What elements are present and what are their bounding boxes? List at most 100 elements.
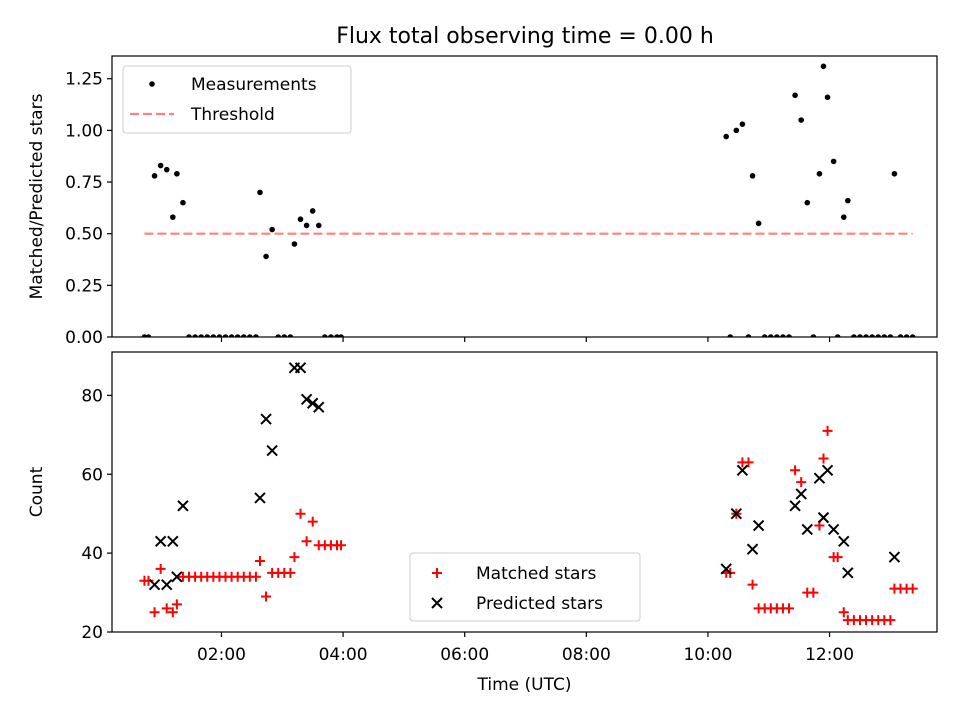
- measurement-point: [186, 334, 192, 337]
- measurement-point: [845, 197, 851, 204]
- measurement-point: [820, 63, 827, 70]
- matched-star-point: [907, 583, 918, 594]
- measurement-point: [840, 214, 847, 220]
- matched-star-point: [822, 425, 833, 436]
- matched-star-point: [784, 603, 795, 614]
- legend-box: [122, 65, 352, 134]
- predicted-star-point: [154, 535, 167, 548]
- predicted-star-point: [171, 571, 183, 583]
- measurement-point: [145, 334, 152, 337]
- predicted-star-point: [720, 563, 732, 575]
- y-tick-label: 1.00: [65, 121, 103, 141]
- measurement-point: [291, 241, 298, 247]
- measurement-point: [863, 334, 869, 337]
- y-tick-label: 60: [81, 465, 103, 485]
- x-tick-label: 06:00: [440, 645, 489, 665]
- matched-star-point: [161, 603, 172, 614]
- predicted-star-point: [260, 413, 272, 425]
- predicted-star-point: [838, 535, 850, 548]
- x-tick-label: 10:00: [683, 645, 732, 665]
- measurement-point: [174, 170, 180, 177]
- predicted-star-point: [746, 543, 759, 555]
- legend-top: Measurements Threshold: [122, 65, 352, 134]
- predicted-star-point: [821, 464, 834, 477]
- measurement-point: [263, 253, 269, 260]
- matched-star-point: [167, 607, 178, 618]
- legend-threshold-label: Threshold: [190, 105, 275, 125]
- matched-star-point: [289, 552, 300, 563]
- predicted-star-point: [266, 444, 278, 457]
- matched-star-point: [254, 556, 265, 567]
- measurement-point: [216, 334, 223, 337]
- x-tick-label: 12:00: [805, 645, 854, 665]
- matched-star-point: [301, 536, 312, 547]
- measurement-point: [204, 334, 211, 337]
- measurement-point: [745, 334, 752, 337]
- measurement-point: [157, 162, 164, 169]
- y-tick-label: 0.25: [65, 276, 103, 296]
- predicted-star-point: [730, 507, 743, 520]
- matched-star-point: [295, 508, 306, 519]
- measurement-point: [281, 334, 288, 337]
- measurement-point: [180, 199, 186, 206]
- measurement-point: [897, 334, 904, 337]
- predicted-star-point: [313, 401, 325, 413]
- measurement-point: [733, 127, 740, 134]
- matched-star-point: [796, 477, 807, 488]
- legend-measurements-marker: [149, 81, 155, 87]
- legend-matched-label: Matched stars: [476, 564, 596, 584]
- legend-matched-marker: [432, 568, 442, 578]
- measurement-point: [275, 334, 282, 337]
- measurement-point: [222, 334, 229, 337]
- measurement-point: [253, 334, 259, 337]
- predicted-star-point: [842, 567, 854, 579]
- plot-area: [141, 63, 916, 337]
- measurement-point: [881, 334, 888, 337]
- measurement-point: [830, 158, 837, 165]
- measurement-point: [749, 173, 756, 179]
- predicted-star-point: [167, 535, 179, 548]
- predicted-star-point: [294, 362, 307, 374]
- axes-frame: [111, 351, 938, 633]
- predicted-star-point: [161, 578, 173, 591]
- x-tick-label: 02:00: [197, 645, 246, 665]
- measurement-point: [887, 334, 894, 337]
- measurement-point: [257, 189, 263, 196]
- measurement-point: [804, 199, 811, 206]
- matched-star-point: [171, 599, 182, 610]
- predicted-star-point: [789, 500, 801, 512]
- predicted-star-point: [306, 397, 319, 409]
- matched-star-point: [743, 457, 754, 468]
- legend-box: [409, 552, 641, 622]
- matched-star-point: [250, 571, 261, 582]
- predicted-star-point: [827, 523, 840, 536]
- matched-star-point: [747, 579, 758, 590]
- measurement-point: [210, 334, 217, 337]
- x-axis-label: Time (UTC): [477, 675, 572, 695]
- measurement-point: [739, 121, 746, 127]
- measurement-point: [328, 334, 334, 337]
- y-tick-label: 0.75: [65, 173, 103, 193]
- measurement-point: [151, 173, 158, 179]
- predicted-star-point: [888, 551, 901, 563]
- x-tick-label: 08:00: [562, 645, 611, 665]
- matched-star-point: [790, 465, 801, 476]
- panel-bottom: 20 40 60 80 02:00 04:00 06:00 08:00 10:00 12:00 Co…: [27, 351, 938, 695]
- legend-measurements-label: Measurements: [191, 75, 317, 95]
- measurement-point: [723, 133, 729, 140]
- matched-star-point: [285, 567, 296, 578]
- measurement-point: [322, 334, 328, 337]
- measurement-point: [824, 94, 831, 101]
- legend-predicted-marker: [431, 597, 443, 609]
- measurement-point: [192, 334, 198, 337]
- measurement-point: [798, 117, 804, 123]
- predicted-star-point: [817, 511, 830, 524]
- measurement-point: [338, 334, 344, 337]
- measurement-point: [891, 170, 898, 177]
- measurement-point: [792, 92, 798, 99]
- matched-star-point: [261, 591, 272, 602]
- measurement-point: [234, 334, 241, 337]
- matched-star-point: [336, 540, 347, 551]
- y-tick-label: 40: [81, 544, 103, 564]
- measurement-point: [303, 222, 310, 229]
